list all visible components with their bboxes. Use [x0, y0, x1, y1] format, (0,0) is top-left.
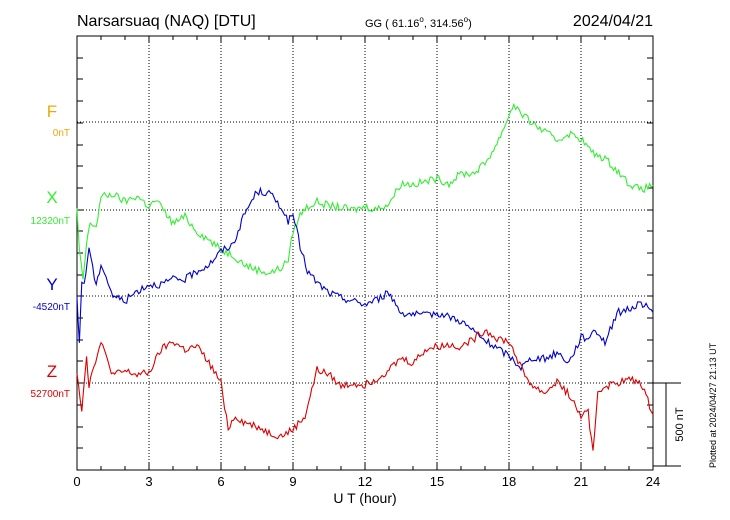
degree-symbol-2: o: [464, 15, 469, 24]
series-name-y: Y: [46, 275, 57, 294]
series-line-x: [76, 102, 654, 280]
series-baseline-f: 0nT: [53, 128, 70, 139]
x-tick-label: 6: [217, 474, 224, 489]
station-title: Narsarsuaq (NAQ) [DTU]: [77, 13, 256, 30]
series-name-x: X: [46, 188, 57, 207]
series-baseline-y: -4520nT: [33, 302, 70, 313]
series-baseline-z: 52700nT: [31, 389, 70, 400]
series-lines: [76, 102, 654, 451]
series-line-y: [76, 186, 654, 372]
coords-prefix: GG ( 61.16: [365, 18, 419, 30]
scale-bar-label: 500 nT: [674, 407, 686, 442]
x-tick-label: 24: [646, 474, 660, 489]
coordinates-label: GG ( 61.16o, 314.56o): [365, 15, 472, 30]
x-tick-label: 21: [574, 474, 588, 489]
x-tick-label: 0: [73, 474, 80, 489]
x-tick-label: 9: [289, 474, 296, 489]
x-tick-label: 12: [358, 474, 372, 489]
degree-symbol-1: o: [419, 15, 424, 24]
series-baseline-x: 12320nT: [31, 216, 70, 227]
date-label: 2024/04/21: [573, 13, 653, 30]
series-name-f: F: [47, 102, 57, 121]
series-labels: F 0nT X 12320nT Y -4520nT Z 52700nT: [31, 102, 70, 400]
x-axis-label: U T (hour): [333, 490, 396, 506]
x-tick-label: 3: [145, 474, 152, 489]
coords-suffix: ): [468, 18, 472, 30]
x-tick-labels: 0 3 6 9 12 15 18 21 24: [73, 474, 660, 489]
x-tick-label: 15: [430, 474, 444, 489]
series-line-z: [76, 329, 654, 451]
series-name-z: Z: [47, 362, 57, 381]
plotted-timestamp: Plotted at 2024/04/27 21:13 UT: [708, 342, 718, 468]
grid: [77, 36, 653, 470]
scale-bar: 500 nT: [653, 382, 686, 467]
coords-mid: , 314.56: [424, 18, 464, 30]
x-tick-label: 18: [502, 474, 516, 489]
